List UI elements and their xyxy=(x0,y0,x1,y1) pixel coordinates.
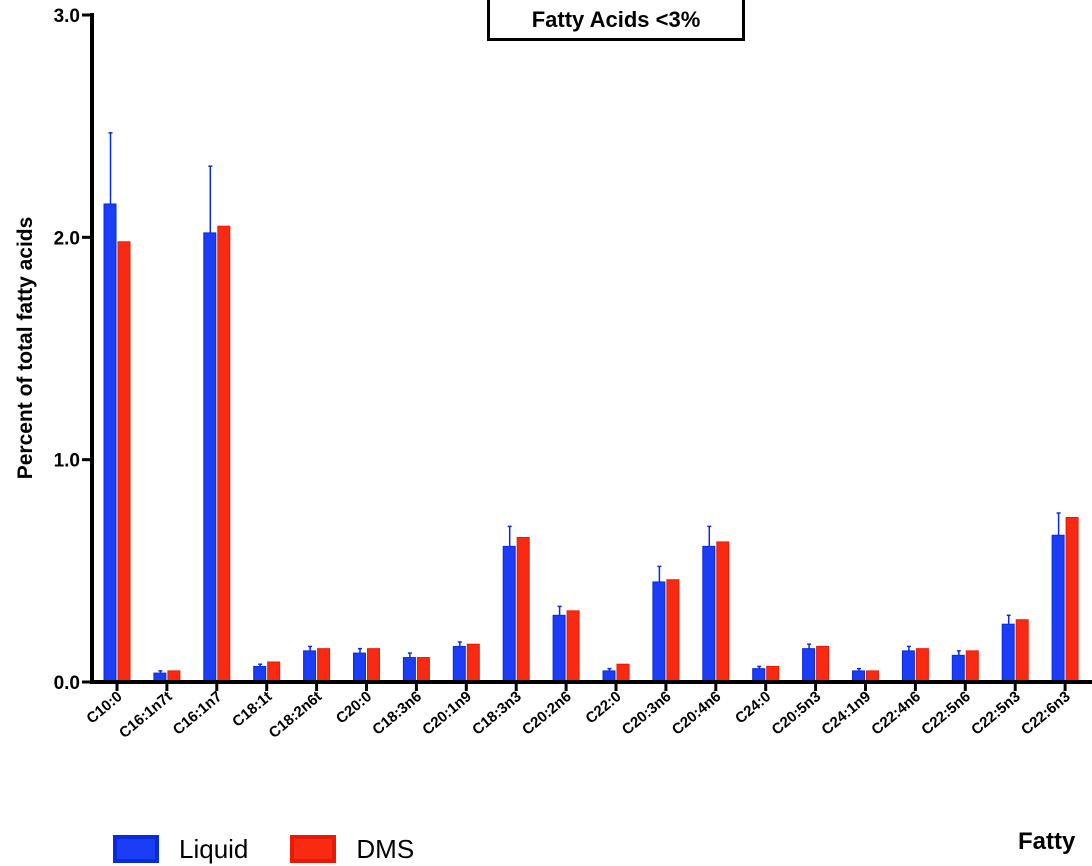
bar-liquid-C22:6n3 xyxy=(1051,534,1065,683)
bar-dms-C18:3n3 xyxy=(516,536,530,683)
bar-liquid-C20:1n9 xyxy=(452,645,466,683)
bar-liquid-C20:2n6 xyxy=(552,614,566,683)
bar-dms-C20:2n6 xyxy=(566,610,580,683)
legend-swatch-liquid xyxy=(113,835,159,863)
bar-liquid-C22:5n6 xyxy=(951,654,965,683)
y-axis-label: Percent of total fatty acids xyxy=(14,216,37,480)
bar-liquid-C24:0 xyxy=(752,668,766,683)
x-tick-label-C22:4n6: C22:4n6 xyxy=(868,688,924,739)
bar-dms-C24:0 xyxy=(766,665,780,683)
chart-title: Fatty Acids <3% xyxy=(487,0,745,41)
x-tick-label-C22:5n3: C22:5n3 xyxy=(968,688,1024,739)
bar-liquid-C20:0 xyxy=(353,652,366,683)
legend-swatch-dms xyxy=(290,835,337,863)
y-tick-label-3.0: 3.0 xyxy=(54,6,80,27)
bar-liquid-C18:3n6 xyxy=(402,657,416,683)
bar-liquid-C18:1t xyxy=(253,665,267,683)
legend: Liquid DMS xyxy=(113,832,456,866)
legend-item-liquid: Liquid xyxy=(113,834,248,865)
bar-liquid-C20:3n6 xyxy=(652,581,666,683)
legend-item-dms: DMS xyxy=(290,834,414,865)
y-tick-label-2.0: 2.0 xyxy=(54,228,80,249)
bar-liquid-C16:1n7 xyxy=(203,232,217,683)
bar-dms-C22:5n6 xyxy=(965,650,979,683)
x-tick-label-C20:4n6: C20:4n6 xyxy=(669,688,725,739)
x-tick-label-C22:5n6: C22:5n6 xyxy=(918,688,974,739)
x-tick-label-C18:3n3: C18:3n3 xyxy=(469,688,525,739)
bar-dms-C20:3n6 xyxy=(666,579,680,683)
x-tick-label-C24:0: C24:0 xyxy=(732,688,774,727)
x-tick-label-C18:3n6: C18:3n6 xyxy=(369,688,425,739)
bars-layer xyxy=(103,132,1079,683)
legend-label-liquid: Liquid xyxy=(179,833,249,864)
bar-liquid-C20:4n6 xyxy=(702,545,716,683)
bar-liquid-C18:3n3 xyxy=(502,545,516,683)
x-tick-label-C20:1n9: C20:1n9 xyxy=(419,688,475,739)
legend-label-dms: DMS xyxy=(356,833,415,864)
x-tick-label-C16:1n7t: C16:1n7t xyxy=(116,688,175,742)
x-tick-label-C18:1t: C18:1t xyxy=(229,688,275,731)
x-tick-label-C16:1n7: C16:1n7 xyxy=(170,688,226,739)
y-tick-label-0.0: 0.0 xyxy=(54,673,80,694)
bar-dms-C18:3n6 xyxy=(416,657,430,683)
bar-dms-C20:5n3 xyxy=(816,645,830,683)
x-tick-label-C24:1n9: C24:1n9 xyxy=(818,688,874,739)
bar-liquid-C10:0 xyxy=(103,203,117,683)
bar-dms-C22:6n3 xyxy=(1065,516,1079,683)
x-tick-label-C10:0: C10:0 xyxy=(83,688,125,727)
bar-dms-C22:4n6 xyxy=(915,648,929,683)
x-axis-label: Fatty xyxy=(1018,828,1076,855)
x-tick-label-C18:2n6t: C18:2n6t xyxy=(266,688,325,742)
x-tick-label-C22:6n3: C22:6n3 xyxy=(1018,688,1074,739)
bar-dms-C20:0 xyxy=(367,648,380,683)
bar-dms-C22:0 xyxy=(616,663,630,683)
bar-dms-C10:0 xyxy=(117,241,131,683)
x-tick-label-C20:3n6: C20:3n6 xyxy=(619,688,675,739)
bar-dms-C20:4n6 xyxy=(716,541,730,683)
bar-dms-C22:5n3 xyxy=(1015,619,1029,683)
y-tick-label-1.0: 1.0 xyxy=(54,451,80,472)
x-tick-label-C20:0: C20:0 xyxy=(333,688,375,727)
bar-liquid-C22:4n6 xyxy=(901,650,915,683)
bar-liquid-C22:5n3 xyxy=(1001,623,1015,683)
bar-dms-C18:1t xyxy=(267,661,281,683)
x-tick-label-C22:0: C22:0 xyxy=(582,688,624,727)
bar-liquid-C18:2n6t xyxy=(303,650,317,683)
bar-liquid-C20:5n3 xyxy=(802,648,816,683)
bar-dms-C16:1n7 xyxy=(217,225,231,683)
x-tick-label-C20:2n6: C20:2n6 xyxy=(519,688,575,739)
bar-dms-C18:2n6t xyxy=(317,648,331,683)
bar-dms-C20:1n9 xyxy=(466,643,480,683)
x-tick-label-C20:5n3: C20:5n3 xyxy=(769,688,825,739)
